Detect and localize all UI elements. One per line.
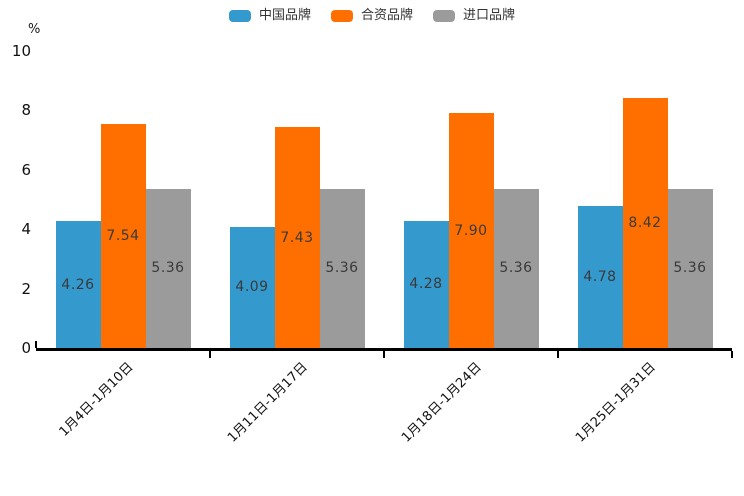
bar-series-0-group-2: 4.28 xyxy=(403,220,449,348)
bar-value-label: 7.43 xyxy=(280,229,314,246)
y-axis-tick-label: 2 xyxy=(21,279,31,298)
x-axis-tick-mark xyxy=(209,351,211,358)
bar-series-2-group-1: 5.36 xyxy=(319,188,365,348)
bar-series-1-group-3: 8.42 xyxy=(622,97,668,348)
legend: 中国品牌 合资品牌 进口品牌 xyxy=(0,9,744,23)
x-axis-category-label: 1月11日-1月17日 xyxy=(224,359,311,446)
legend-item-series-2[interactable]: 进口品牌 xyxy=(433,9,515,23)
legend-swatch-icon xyxy=(433,10,455,22)
legend-item-series-0[interactable]: 中国品牌 xyxy=(228,8,311,23)
x-axis-category-label: 1月4日-1月10日 xyxy=(56,359,137,440)
x-axis-tick-mark xyxy=(35,341,37,348)
y-axis-tick-label: 6 xyxy=(21,160,31,179)
y-axis-tick-label: 4 xyxy=(21,220,31,239)
bar-series-0-group-1: 4.09 xyxy=(229,226,275,348)
y-axis-unit-label: % xyxy=(28,22,41,37)
bar-value-label: 7.90 xyxy=(454,222,488,239)
bar-value-label: 5.36 xyxy=(325,260,359,277)
x-axis-tick-mark xyxy=(731,351,733,358)
bar-series-1-group-2: 7.90 xyxy=(448,113,494,348)
legend-item-series-1[interactable]: 合资品牌 xyxy=(330,8,413,23)
bar-value-label: 4.28 xyxy=(409,276,443,293)
bar-value-label: 7.54 xyxy=(106,228,140,245)
bar-value-label: 4.26 xyxy=(61,276,95,293)
bar-series-2-group-0: 5.36 xyxy=(145,188,191,348)
legend-label: 中国品牌 xyxy=(258,8,311,23)
bar-value-label: 8.42 xyxy=(628,214,662,231)
legend-label: 进口品牌 xyxy=(463,8,516,23)
legend-label: 合资品牌 xyxy=(360,8,413,23)
bar-series-1-group-0: 7.54 xyxy=(100,124,146,348)
bar-value-label: 5.36 xyxy=(673,260,707,277)
bar-value-label: 5.36 xyxy=(499,260,533,277)
y-axis-tick-label: 10 xyxy=(11,42,31,60)
bar-value-label: 4.78 xyxy=(583,269,617,285)
legend-swatch-icon xyxy=(330,10,353,22)
bar-series-1-group-1: 7.43 xyxy=(274,127,320,348)
bar-value-label: 4.09 xyxy=(235,279,269,296)
x-axis-category-label: 1月25日-1月31日 xyxy=(572,359,659,446)
x-axis-tick-mark xyxy=(557,351,559,358)
x-axis-line xyxy=(36,348,732,351)
bar-series-2-group-3: 5.36 xyxy=(667,188,713,348)
y-axis-tick-label: 8 xyxy=(21,101,31,120)
y-axis-tick-label: 0 xyxy=(21,339,31,357)
legend-swatch-icon xyxy=(228,10,251,22)
bar-series-0-group-0: 4.26 xyxy=(55,221,101,348)
bar-series-2-group-2: 5.36 xyxy=(493,188,539,348)
bar-value-label: 5.36 xyxy=(151,260,185,277)
bar-series-0-group-3: 4.78 xyxy=(577,206,623,348)
x-axis-category-label: 1月18日-1月24日 xyxy=(398,359,485,446)
x-axis-tick-mark xyxy=(383,351,385,358)
